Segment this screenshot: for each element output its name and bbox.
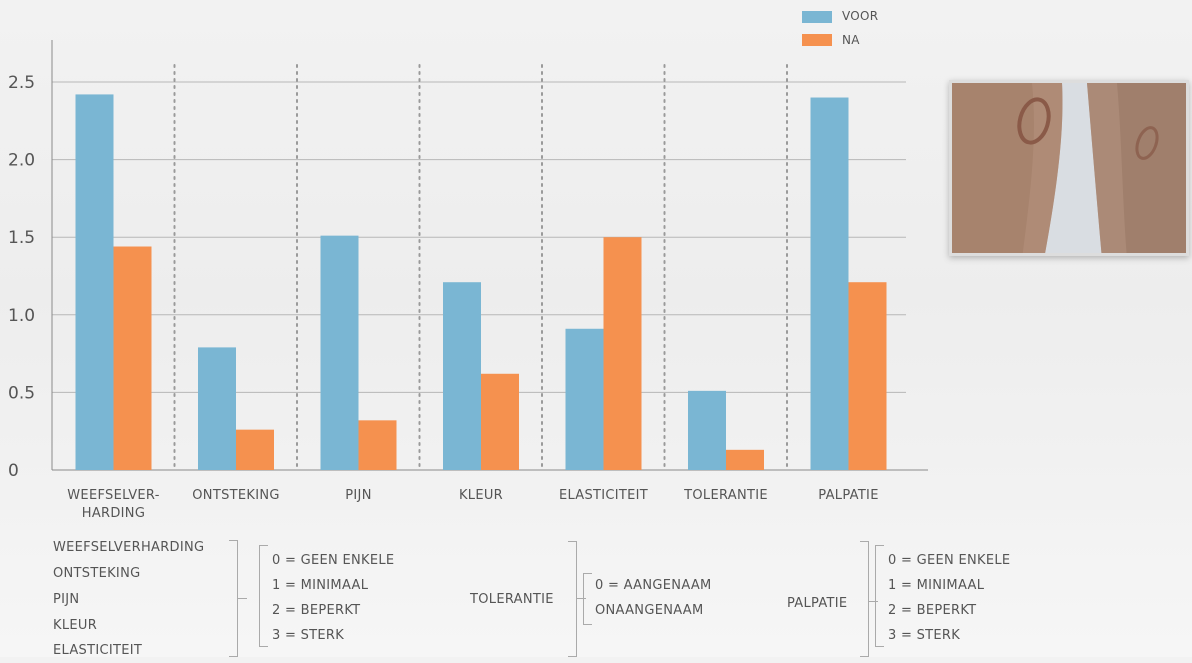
bar-na [113, 246, 152, 470]
bar-na [358, 420, 397, 470]
bar-voor [688, 390, 726, 470]
group1-item: WEEFSELVERHARDING [53, 540, 205, 555]
bar-voor [75, 94, 114, 470]
group1-item: PIJN [53, 592, 80, 607]
group3-scale-bracket [875, 545, 884, 647]
x-tick-label: KLEUR [459, 488, 503, 503]
bar-na [603, 237, 642, 470]
bar-na [726, 449, 764, 470]
group3-scale: 2 = BEPERKT [888, 603, 977, 618]
bar-voor [810, 97, 849, 471]
group1-scale: 2 = BEPERKT [272, 603, 361, 618]
bar-voor [565, 328, 604, 470]
bar-voor [443, 282, 481, 470]
y-tick-label: 0.5 [8, 383, 35, 403]
group3-label: PALPATIE [787, 596, 848, 611]
group2-bracket [568, 541, 577, 657]
bar-na [481, 373, 519, 470]
group3-bracket [860, 541, 869, 657]
group3-bracket-tick [869, 601, 878, 602]
group1-item: KLEUR [53, 618, 98, 633]
x-tick-label: ELASTICITEIT [559, 488, 648, 503]
group1-scale: 3 = STERK [272, 628, 345, 643]
x-tick-label: ONTSTEKING [192, 488, 279, 503]
legend-label-voor: VOOR [842, 9, 879, 23]
legend-label-na: NA [842, 33, 860, 47]
y-tick-label: 2.0 [8, 151, 35, 171]
group1-scale: 1 = MINIMAAL [272, 578, 369, 593]
legend-swatch-na [802, 34, 832, 46]
bar-chart: 0 0.5 1.0 1.5 2.0 2.5 WEEFSELVER- HARDING ONTSTE… [8, 40, 928, 521]
group3-scale: 1 = MINIMAAL [888, 578, 985, 593]
group1-item: ONTSTEKING [53, 566, 141, 581]
bar-na [848, 282, 887, 470]
x-tick-label: PIJN [345, 488, 371, 503]
legend-swatch-voor [802, 11, 832, 23]
group1-bracket [229, 540, 238, 657]
group2-label: TOLERANTIE [470, 592, 554, 607]
x-tick-label: HARDING [82, 506, 145, 521]
bar-voor [198, 347, 236, 470]
group1-scale-bracket [259, 545, 268, 647]
x-tick-label: WEEFSELVER- [67, 488, 159, 503]
y-tick-label: 2.5 [8, 73, 35, 93]
group3-scale: 3 = STERK [888, 628, 961, 643]
y-tick-label: 1.0 [8, 306, 35, 326]
bar-voor [320, 235, 359, 470]
group2-bracket-tick [577, 598, 586, 599]
forearms-image [952, 83, 1186, 253]
bar-na [236, 429, 274, 470]
group1-bracket-tick [238, 598, 247, 599]
y-tick-label: 0 [8, 461, 19, 481]
group3-scale: 0 = GEEN ENKELE [888, 553, 1011, 568]
group2-scale: ONAANGENAAM [595, 603, 704, 618]
x-tick-label: PALPATIE [818, 488, 878, 503]
group2-scale-bracket [583, 573, 592, 625]
x-tick-label: TOLERANTIE [683, 488, 768, 503]
photo-forearms [949, 80, 1189, 256]
group2-scale: 0 = AANGENAAM [595, 578, 712, 593]
y-tick-label: 1.5 [8, 228, 35, 248]
group1-scale: 0 = GEEN ENKELE [272, 553, 395, 568]
group1-item: ELASTICITEIT [53, 643, 143, 658]
